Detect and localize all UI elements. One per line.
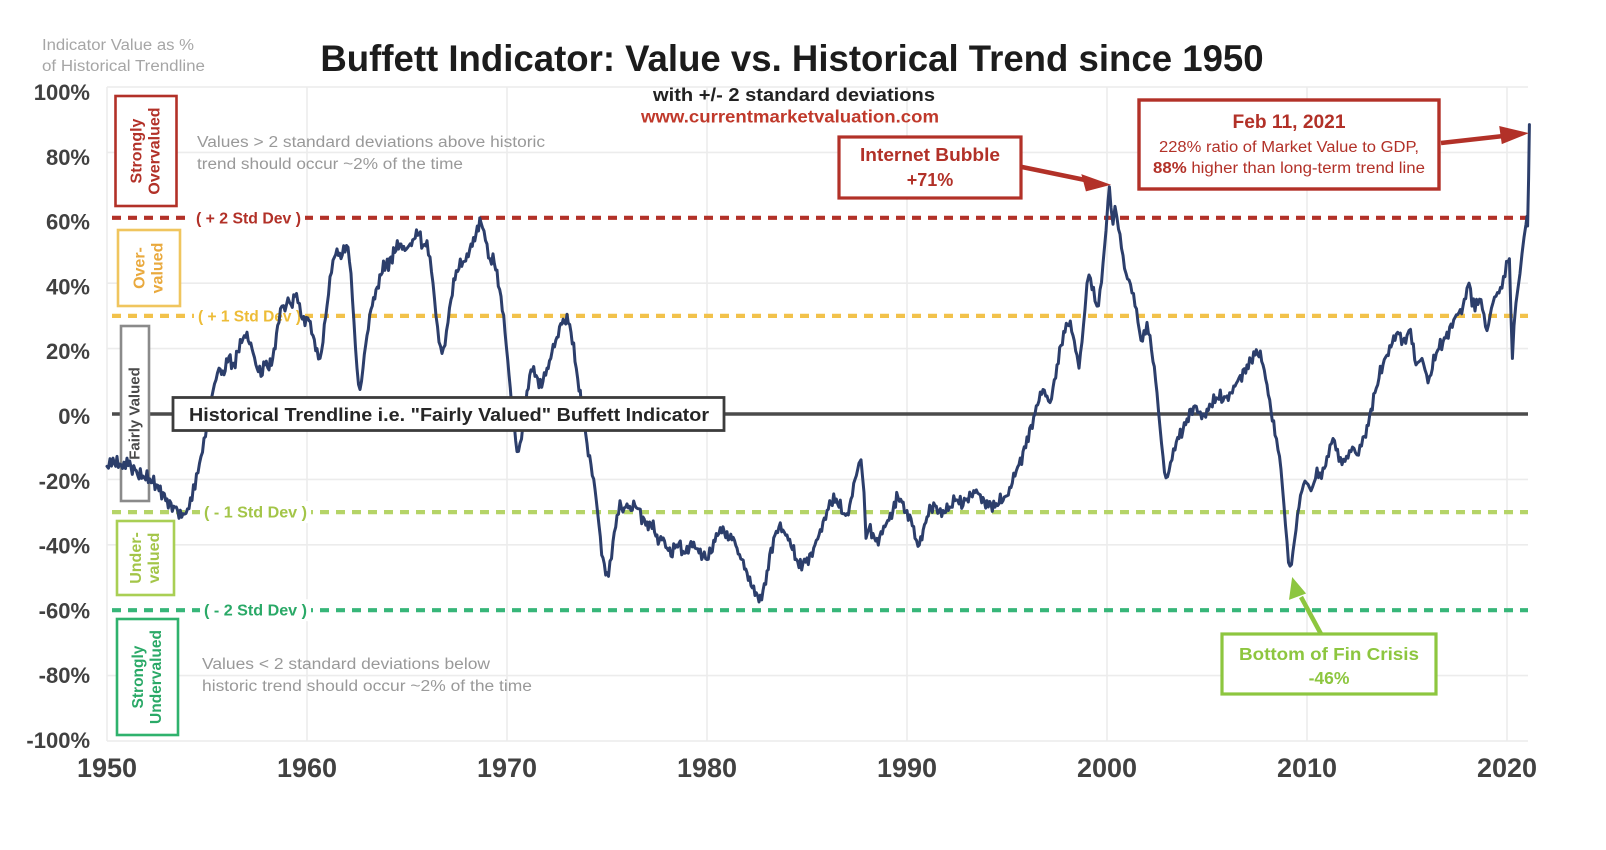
svg-text:228% ratio of Market Value to: 228% ratio of Market Value to GDP, [1159, 139, 1419, 156]
svg-text:www.currentmarketvaluation.com: www.currentmarketvaluation.com [640, 107, 939, 127]
svg-text:-100%: -100% [26, 728, 90, 753]
svg-text:( - 2 Std Dev ): ( - 2 Std Dev ) [204, 603, 307, 620]
svg-text:Undervalued: Undervalued [148, 630, 165, 724]
svg-text:Indicator Value as %: Indicator Value as % [42, 37, 194, 54]
svg-text:0%: 0% [58, 404, 90, 429]
svg-text:Bottom of Fin Crisis: Bottom of Fin Crisis [1239, 644, 1419, 664]
svg-text:1990: 1990 [877, 753, 937, 783]
svg-text:Overvalued: Overvalued [147, 107, 164, 194]
svg-text:40%: 40% [46, 274, 90, 299]
svg-text:( - 1 Std Dev ): ( - 1 Std Dev ) [204, 505, 307, 522]
svg-text:-80%: -80% [39, 663, 90, 688]
svg-text:100%: 100% [34, 80, 90, 105]
svg-text:valued: valued [146, 533, 163, 584]
svg-text:Values > 2 standard deviations: Values > 2 standard deviations above his… [197, 134, 545, 151]
svg-text:trend should occur ~2% of the: trend should occur ~2% of the time [197, 156, 463, 173]
svg-text:Feb 11, 2021: Feb 11, 2021 [1233, 111, 1346, 133]
svg-text:-40%: -40% [39, 534, 90, 559]
svg-text:Over-: Over- [132, 247, 149, 289]
svg-text:( + 2 Std Dev ): ( + 2 Std Dev ) [196, 210, 301, 227]
svg-text:Fairly Valued: Fairly Valued [127, 367, 144, 460]
svg-text:valued: valued [150, 243, 167, 294]
svg-text:80%: 80% [46, 145, 90, 170]
svg-text:Strongly: Strongly [130, 645, 147, 708]
svg-text:1970: 1970 [477, 753, 537, 783]
svg-text:Strongly: Strongly [129, 118, 146, 183]
svg-text:-60%: -60% [39, 598, 90, 623]
svg-text:( + 1 Std Dev ): ( + 1 Std Dev ) [198, 308, 301, 325]
svg-text:Internet Bubble: Internet Bubble [860, 145, 1000, 165]
svg-text:20%: 20% [46, 339, 90, 364]
svg-text:1980: 1980 [677, 753, 737, 783]
svg-text:Values < 2 standard deviations: Values < 2 standard deviations below [202, 656, 491, 673]
svg-text:Under-: Under- [128, 532, 145, 584]
svg-text:+71%: +71% [907, 170, 954, 190]
svg-text:Buffett Indicator: Value vs. H: Buffett Indicator: Value vs. Historical … [320, 38, 1263, 79]
svg-text:60%: 60% [46, 210, 90, 235]
svg-text:2020: 2020 [1477, 753, 1537, 783]
svg-text:2010: 2010 [1277, 753, 1337, 783]
svg-text:of Historical Trendline: of Historical Trendline [42, 58, 205, 75]
svg-text:historic trend should occur ~2: historic trend should occur ~2% of the t… [202, 678, 532, 695]
svg-text:88% higher than long-term tren: 88% higher than long-term trend line [1153, 160, 1425, 177]
svg-text:-46%: -46% [1309, 668, 1350, 688]
svg-text:2000: 2000 [1077, 753, 1137, 783]
svg-text:Historical Trendline i.e. "Fai: Historical Trendline i.e. "Fairly Valued… [189, 404, 709, 425]
svg-text:-20%: -20% [39, 469, 90, 494]
svg-text:with +/- 2 standard deviations: with +/- 2 standard deviations [652, 85, 935, 105]
svg-text:1950: 1950 [77, 753, 137, 783]
svg-text:1960: 1960 [277, 753, 337, 783]
